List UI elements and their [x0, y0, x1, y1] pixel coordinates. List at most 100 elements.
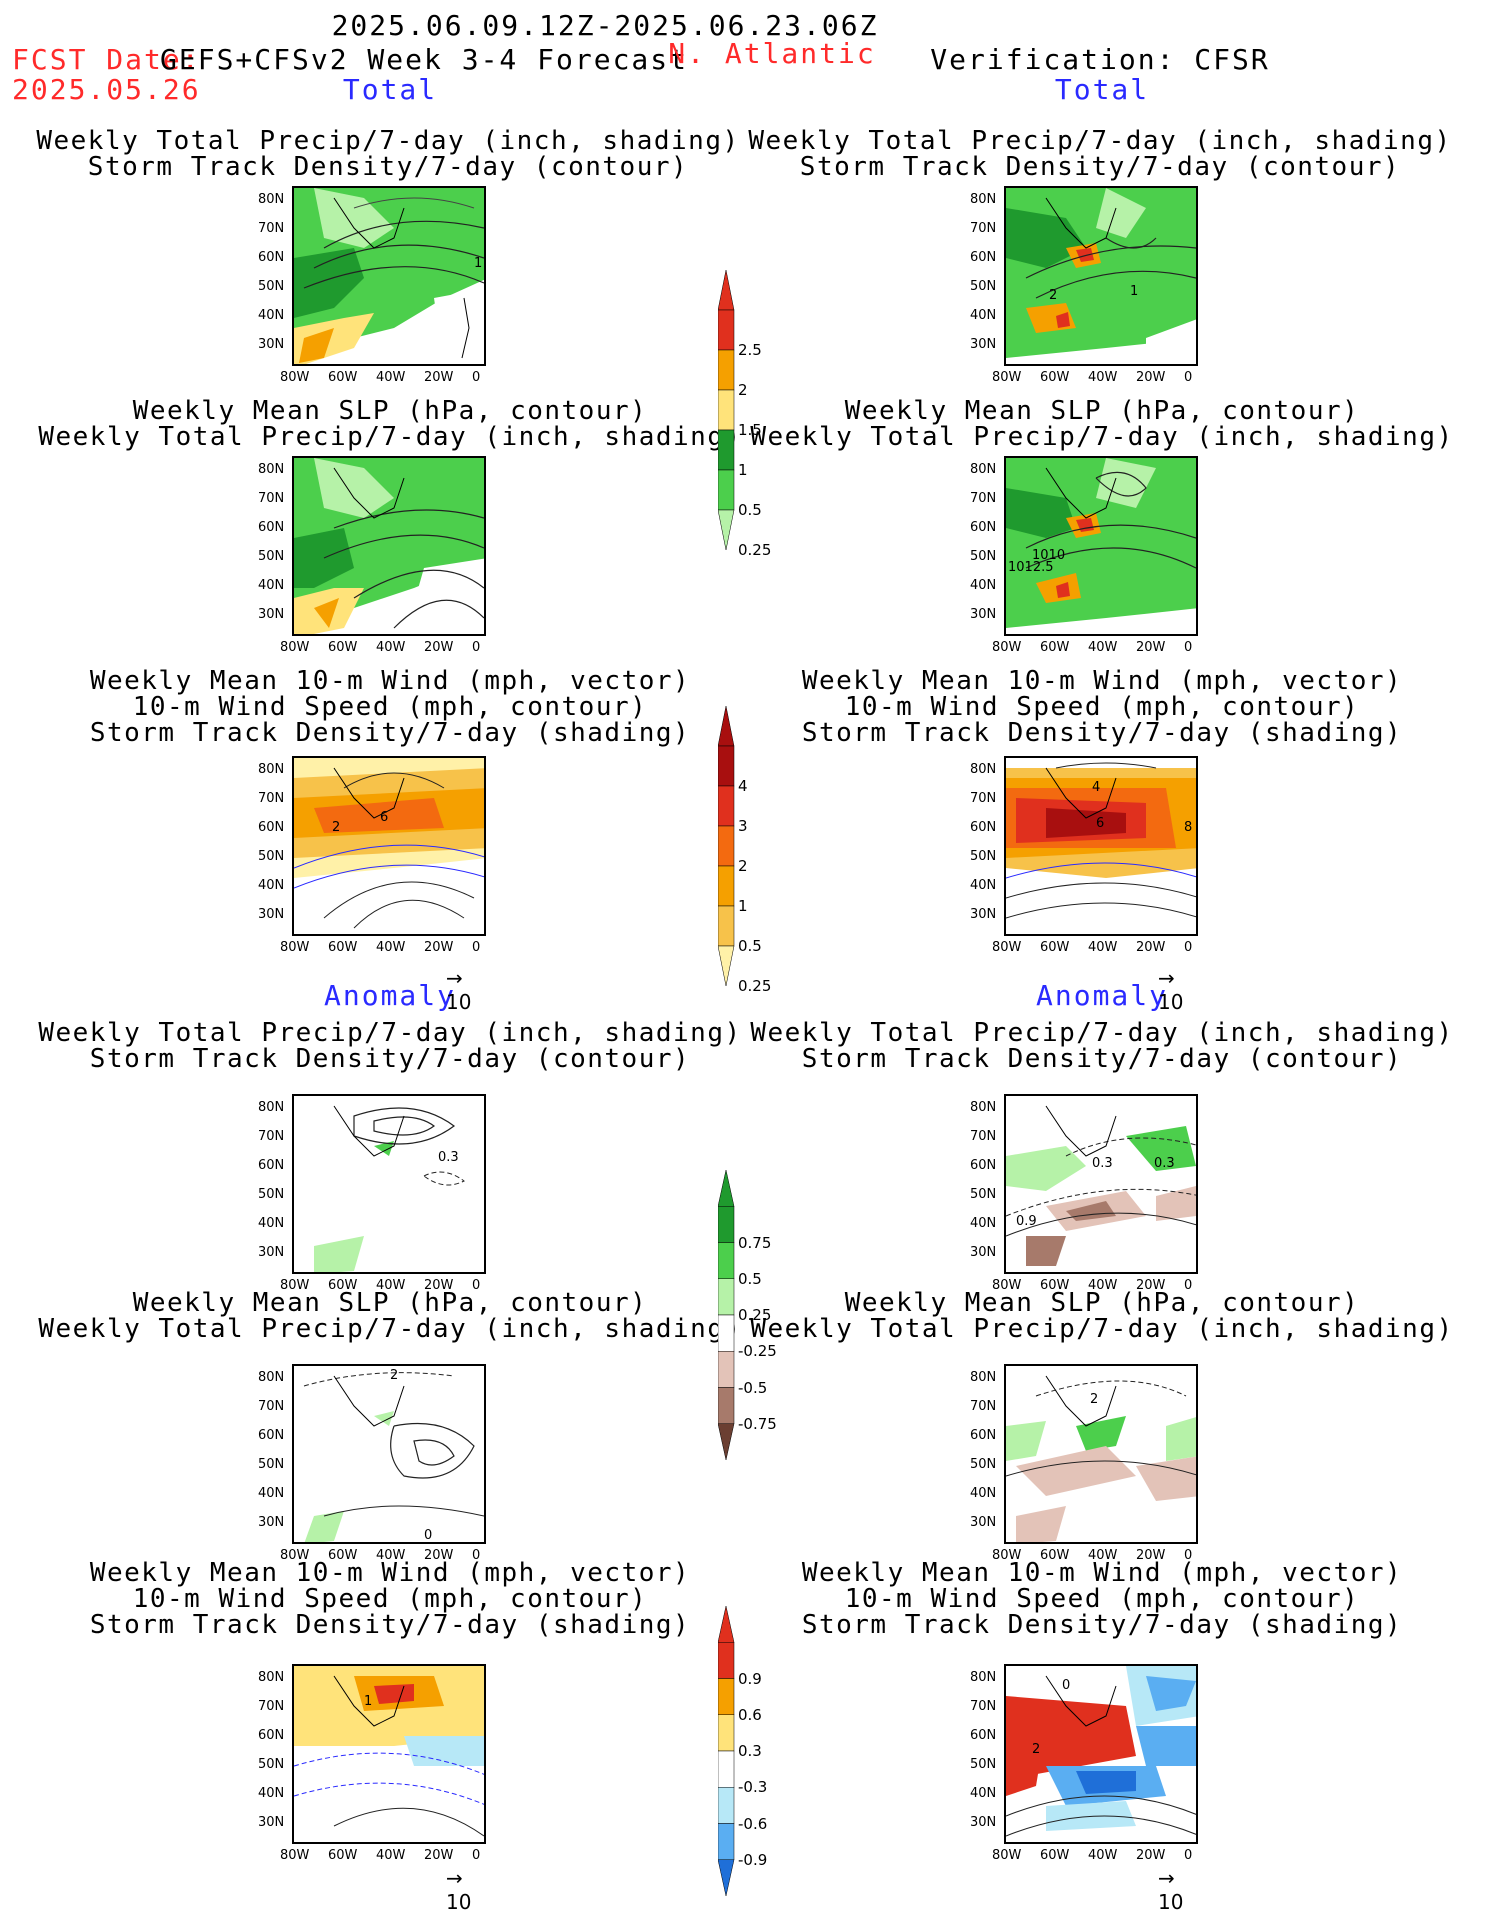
contour-label: 8 — [1184, 820, 1193, 835]
colorbar-label: 0.5 — [738, 1269, 762, 1288]
colorbar-label: 0.6 — [738, 1705, 762, 1724]
lat-tick-label: 60N — [258, 250, 285, 265]
colorbar-label: 2 — [738, 857, 748, 875]
colorbar-label: -0.9 — [738, 1850, 768, 1869]
lon-tick-label: 20W — [424, 1278, 454, 1293]
lat-tick-label: 30N — [258, 1245, 285, 1260]
panel-title: Weekly Mean SLP (hPa, contour) Weekly To… — [750, 396, 1454, 452]
lat-tick-label: 50N — [258, 549, 285, 564]
contour-label: 2 — [1090, 1392, 1099, 1407]
contour-label: 2 — [390, 1368, 399, 1383]
colorbar-label: 2 — [738, 381, 748, 399]
lon-tick-label: 40W — [1088, 1548, 1118, 1563]
lon-tick-label: 80W — [992, 640, 1022, 655]
lat-tick-label: 50N — [258, 1187, 285, 1202]
colorbar-label: 0.5 — [738, 501, 762, 519]
lat-tick-label: 30N — [970, 1515, 997, 1530]
lon-tick-label: 0 — [1184, 370, 1193, 385]
lat-tick-label: 80N — [258, 192, 285, 207]
contour-label: 1 — [1130, 284, 1139, 299]
contour-label: 2 — [1049, 288, 1058, 303]
lon-tick-label: 20W — [1136, 940, 1166, 955]
contour-label: 0 — [1062, 1678, 1071, 1693]
lat-tick-label: 30N — [970, 1245, 997, 1260]
lat-tick-label: 80N — [970, 1370, 997, 1385]
lon-tick-label: 0 — [472, 640, 481, 655]
lat-tick-label: 70N — [970, 1399, 997, 1414]
lat-tick-label: 70N — [970, 491, 997, 506]
lat-tick-label: 30N — [970, 607, 997, 622]
map-verification-anomaly-wind-storm: 2 0 — [1004, 1664, 1198, 1844]
lon-tick-label: 60W — [1040, 1278, 1070, 1293]
lat-tick-label: 70N — [258, 1399, 285, 1414]
colorbar-label: 3 — [738, 817, 748, 835]
colorbar-label: -0.3 — [738, 1778, 768, 1797]
panel-title: Weekly Mean SLP (hPa, contour) Weekly To… — [38, 1288, 742, 1344]
contour-label: 1 — [474, 256, 483, 271]
panel-title: Weekly Total Precip/7-day (inch, shading… — [748, 126, 1452, 182]
contour-label: 2 — [332, 820, 341, 835]
panel-title: Weekly Mean 10-m Wind (mph, vector) 10-m… — [801, 666, 1403, 748]
lon-tick-label: 0 — [472, 1548, 481, 1563]
lon-tick-label: 60W — [1040, 640, 1070, 655]
lon-tick-label: 60W — [328, 370, 358, 385]
lat-tick-label: 30N — [258, 1815, 285, 1830]
lon-tick-label: 80W — [992, 1278, 1022, 1293]
lat-tick-label: 30N — [970, 337, 997, 352]
lat-tick-label: 30N — [970, 907, 997, 922]
section-anomaly-forecast: Anomaly — [323, 979, 457, 1012]
lon-tick-label: 80W — [992, 370, 1022, 385]
lat-tick-label: 50N — [258, 849, 285, 864]
lon-tick-label: 60W — [1040, 1548, 1070, 1563]
contour-label: 1010 — [1032, 548, 1066, 563]
lat-tick-label: 30N — [258, 1515, 285, 1530]
lon-tick-label: 60W — [1040, 940, 1070, 955]
lon-tick-label: 40W — [1088, 940, 1118, 955]
lat-tick-label: 70N — [258, 1129, 285, 1144]
lon-tick-label: 60W — [328, 1548, 358, 1563]
panel-title: Weekly Mean 10-m Wind (mph, vector) 10-m… — [89, 1558, 691, 1640]
lat-tick-label: 60N — [258, 1158, 285, 1173]
lat-tick-label: 60N — [258, 1728, 285, 1743]
lon-tick-label: 80W — [992, 1548, 1022, 1563]
colorbar-label: 1.5 — [738, 421, 762, 439]
panel-title: Weekly Total Precip/7-day (inch, shading… — [750, 1018, 1454, 1074]
lat-tick-label: 60N — [258, 1428, 285, 1443]
colorbar-label: 0.75 — [738, 1233, 772, 1252]
colorbar-label: 2.5 — [738, 341, 762, 359]
lat-tick-label: 80N — [258, 1100, 285, 1115]
colorbar-label: 0.25 — [738, 1306, 772, 1324]
contour-label: 2 — [1032, 1742, 1041, 1757]
lat-tick-label: 70N — [970, 1129, 997, 1144]
fcst-date: 2025.05.26 — [12, 73, 201, 106]
map-verification-total-wind-storm: 4 6 8 — [1004, 756, 1198, 936]
panel-title: Weekly Mean 10-m Wind (mph, vector) 10-m… — [801, 1558, 1403, 1640]
model-title: GEFS+CFSv2 Week 3-4 Forecast — [160, 43, 689, 76]
lat-tick-label: 50N — [258, 279, 285, 294]
lat-tick-label: 50N — [970, 1187, 997, 1202]
lat-tick-label: 80N — [970, 1100, 997, 1115]
lat-tick-label: 80N — [258, 762, 285, 777]
lon-tick-label: 20W — [424, 940, 454, 955]
lat-tick-label: 70N — [258, 491, 285, 506]
panel-title: Weekly Total Precip/7-day (inch, shading… — [38, 1018, 742, 1074]
map-verification-total-precip-storm: 2 1 — [1004, 186, 1198, 366]
lon-tick-label: 60W — [328, 940, 358, 955]
colorbar-label: 0.5 — [738, 937, 762, 955]
lon-tick-label: 20W — [1136, 1548, 1166, 1563]
colorbar-label: 0.25 — [738, 541, 772, 559]
lat-tick-label: 40N — [258, 878, 285, 893]
colorbar-label: 1 — [738, 461, 748, 479]
lon-tick-label: 20W — [424, 1848, 454, 1863]
lon-tick-label: 0 — [472, 1278, 481, 1293]
lon-tick-label: 80W — [280, 370, 310, 385]
lat-tick-label: 60N — [970, 1728, 997, 1743]
lon-tick-label: 20W — [1136, 370, 1166, 385]
contour-label: 4 — [1092, 780, 1101, 795]
lat-tick-label: 40N — [970, 1216, 997, 1231]
panel-title: Weekly Mean SLP (hPa, contour) Weekly To… — [38, 396, 742, 452]
contour-label: 0.3 — [1092, 1156, 1113, 1171]
lat-tick-label: 50N — [258, 1457, 285, 1472]
lon-tick-label: 40W — [376, 1548, 406, 1563]
lon-tick-label: 40W — [376, 370, 406, 385]
